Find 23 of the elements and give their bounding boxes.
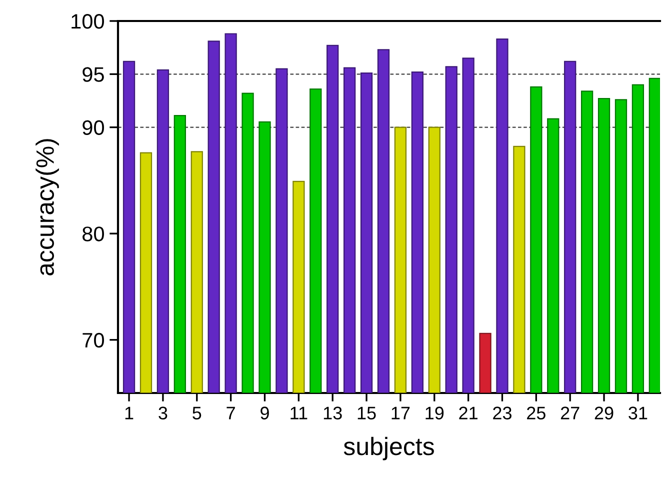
x-tick-label: 5 — [192, 406, 202, 420]
x-tick-label: 7 — [226, 406, 235, 420]
x-axis-title: subjects — [344, 436, 434, 460]
x-tick-label: 13 — [324, 406, 342, 420]
y-axis-title: accuracy(%) — [36, 139, 59, 276]
x-tick-label: 21 — [459, 406, 478, 420]
y-tick-label: 95 — [82, 67, 104, 82]
x-tick-label: 31 — [628, 406, 648, 420]
y-tick-label: 90 — [82, 120, 104, 136]
x-tick-label: 29 — [594, 406, 614, 420]
y-tick-label: 70 — [82, 332, 104, 348]
y-tick-label: 80 — [82, 226, 104, 242]
x-tick-label: 23 — [493, 406, 512, 420]
x-tick-label: 1 — [125, 406, 134, 420]
x-tick-label: 27 — [560, 406, 580, 420]
x-tick-label: 15 — [358, 406, 376, 420]
x-tick-label: 11 — [290, 406, 308, 420]
x-tick-label: 9 — [260, 406, 269, 420]
y-tick-label: 100 — [72, 14, 104, 29]
x-tick-label: 19 — [426, 406, 444, 420]
x-tick-label: 3 — [158, 406, 168, 420]
x-tick-label: 17 — [392, 406, 410, 420]
x-tick-label: 25 — [527, 406, 546, 420]
